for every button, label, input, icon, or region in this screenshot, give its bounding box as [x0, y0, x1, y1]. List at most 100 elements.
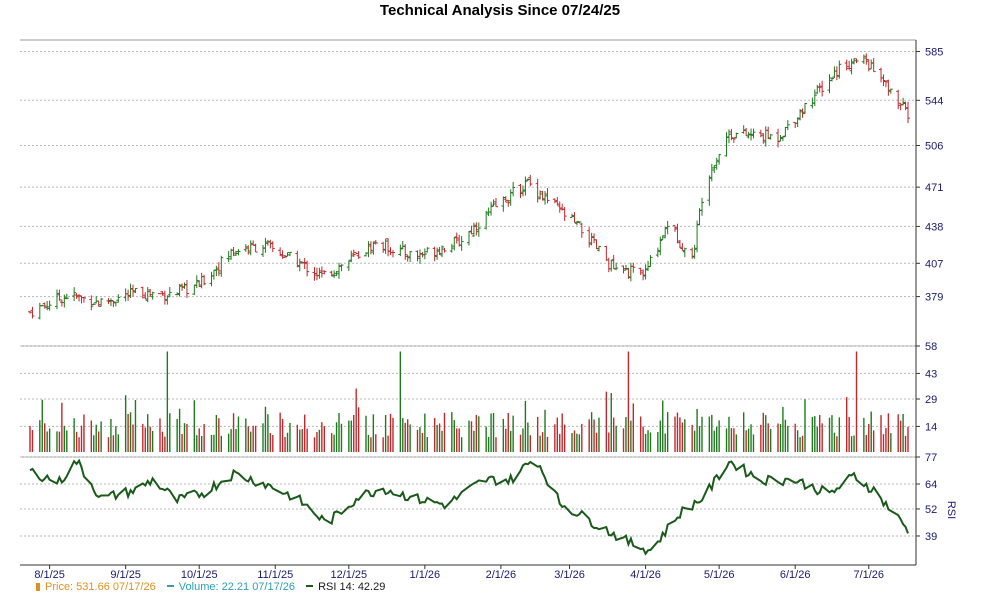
volume-tick-label: 14 — [925, 421, 937, 433]
price-bar — [680, 243, 685, 252]
price-bar — [231, 247, 236, 257]
rsi-tick-label: 39 — [925, 531, 937, 543]
x-tick-label: 4/1/26 — [630, 569, 661, 581]
price-bar — [148, 288, 153, 297]
price-bar — [437, 246, 442, 256]
price-bar — [197, 280, 202, 288]
price-bar — [77, 294, 82, 302]
price-bar — [278, 247, 283, 256]
price-bar — [673, 225, 678, 232]
price-bar — [758, 129, 763, 138]
price-bar — [577, 221, 582, 224]
price-tick-label: 471 — [925, 182, 943, 194]
price-bar — [312, 267, 317, 281]
price-bar — [864, 53, 869, 65]
price-bar — [692, 244, 697, 259]
price-bar — [834, 66, 839, 81]
price-bar — [194, 275, 199, 288]
price-bar — [888, 88, 893, 94]
price-bar — [265, 239, 270, 246]
price-bar — [180, 283, 185, 291]
x-tick-label: 3/1/26 — [554, 569, 585, 581]
price-bar — [459, 236, 464, 251]
price-bar — [236, 249, 241, 256]
price-bar — [405, 254, 410, 262]
price-bar — [175, 292, 180, 296]
price-bar — [182, 282, 187, 289]
price-bar — [116, 294, 121, 303]
price-bar — [270, 241, 275, 253]
price-bar — [491, 199, 496, 207]
volume-tick-label: 29 — [925, 394, 937, 406]
price-bar — [535, 178, 540, 203]
price-bar — [729, 128, 734, 141]
x-tick-label: 12/1/25 — [330, 569, 367, 581]
volume-bars — [29, 351, 909, 452]
price-bar — [827, 74, 832, 94]
price-bar — [111, 300, 116, 308]
price-bar — [574, 220, 579, 226]
price-swatch-icon — [36, 583, 40, 591]
price-bar — [871, 57, 876, 73]
price-bar — [837, 60, 842, 79]
price-bar — [734, 132, 739, 139]
price-bar — [852, 58, 857, 65]
price-bar — [388, 247, 393, 256]
price-bar — [508, 189, 513, 206]
price-bar — [800, 108, 805, 118]
price-bar — [609, 260, 614, 272]
price-bar — [785, 120, 790, 131]
price-bar — [322, 270, 327, 275]
price-bar — [297, 258, 302, 272]
price-bar — [471, 222, 476, 237]
axis-labels: 379 407 438 471 506 544 585 14 29 43 58 39 52 64 77 RSI… — [34, 47, 957, 581]
price-bar — [123, 288, 128, 302]
rsi-series — [29, 458, 909, 556]
price-bar — [660, 235, 665, 240]
price-tick-label: 438 — [925, 221, 943, 233]
price-bar — [623, 264, 628, 271]
price-bar — [699, 197, 704, 216]
price-bar — [854, 58, 859, 64]
price-bar — [287, 251, 292, 257]
price-bar — [812, 89, 817, 106]
price-bar — [59, 299, 64, 307]
price-bar — [712, 165, 717, 174]
price-bar — [417, 249, 422, 264]
price-bar — [366, 241, 371, 258]
price-bar — [131, 284, 136, 297]
price-bar — [886, 79, 891, 96]
price-bar — [545, 188, 550, 204]
price-bar — [422, 248, 427, 260]
legend-rsi: RSI 14: 42.29 — [306, 581, 385, 593]
price-bar — [675, 223, 680, 244]
price-bar — [62, 294, 67, 308]
price-bar — [802, 102, 807, 114]
price-bar — [368, 241, 373, 255]
price-bar — [474, 222, 479, 236]
price-bar — [503, 196, 508, 203]
price-bar — [648, 255, 653, 268]
price-bar — [106, 298, 111, 305]
price-bar — [452, 237, 457, 251]
price-bar — [741, 125, 746, 134]
price-bar — [263, 237, 268, 253]
price-bar — [594, 239, 599, 250]
price-bar — [192, 284, 197, 295]
price-bar — [844, 59, 849, 71]
price-bar — [381, 241, 386, 253]
price-bar — [881, 74, 886, 87]
price-bar — [346, 260, 351, 271]
price-bar — [476, 222, 481, 237]
price-bar — [64, 293, 69, 300]
price-bar — [246, 245, 251, 255]
rsi-swatch-icon — [306, 585, 314, 587]
price-bar — [219, 255, 224, 277]
price-bar — [211, 269, 216, 280]
price-bar — [606, 257, 611, 273]
price-bar — [454, 232, 459, 244]
price-bar — [572, 212, 577, 223]
price-bar — [820, 80, 825, 97]
price-bar — [751, 128, 756, 139]
price-bar — [234, 250, 239, 256]
